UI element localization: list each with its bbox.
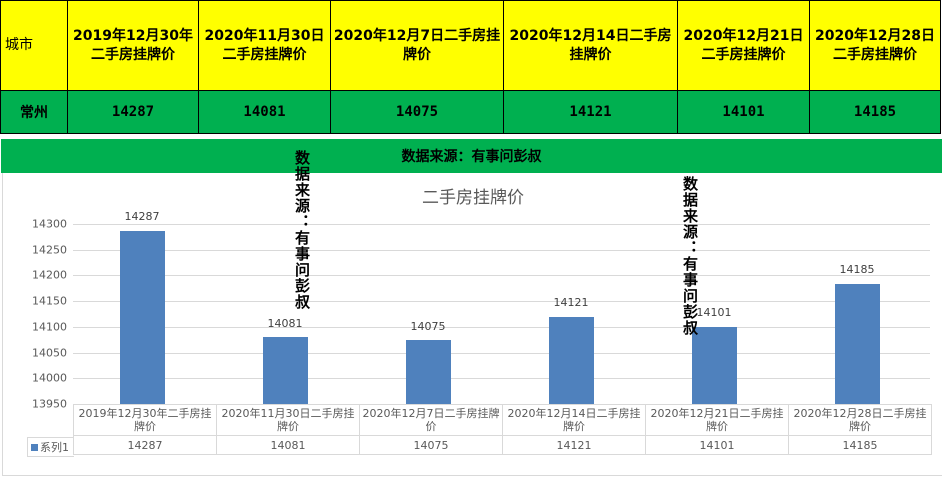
bar-4[interactable] [549, 317, 594, 404]
price-table: 城市 2019年12月30年二手房挂牌价 2020年11月30日二手房挂牌价 2… [0, 0, 941, 134]
y-tick: 14200 [32, 268, 67, 282]
chart-title: 二手房挂牌价 [422, 188, 524, 208]
watermark-vertical-1: 数据来源：有事问彭叔 [293, 150, 311, 310]
cell-value-2[interactable]: 14081 [198, 90, 331, 134]
category-label-2: 2020年11月30日二手房挂牌价 [216, 404, 360, 436]
gridline [73, 275, 930, 276]
y-tick: 14050 [32, 346, 67, 360]
series-value-2: 14081 [216, 435, 360, 455]
category-label-1: 2019年12月30年二手房挂牌价 [73, 404, 217, 436]
category-row: 2019年12月30年二手房挂牌价 2020年11月30日二手房挂牌价 2020… [73, 404, 932, 436]
gridline [73, 327, 930, 328]
cell-value-4[interactable]: 14121 [503, 90, 678, 134]
category-label-3: 2020年12月7日二手房挂牌价 [359, 404, 503, 436]
y-tick: 14100 [32, 320, 67, 334]
category-label-5: 2020年12月21日二手房挂牌价 [645, 404, 789, 436]
cell-value-3[interactable]: 14075 [330, 90, 504, 134]
gridline [73, 353, 930, 354]
bar-2[interactable] [263, 337, 308, 404]
header-date-5[interactable]: 2020年12月21日二手房挂牌价 [677, 0, 810, 91]
y-tick: 14000 [32, 371, 67, 385]
bar-1[interactable] [120, 231, 165, 404]
series-row: 14287 14081 14075 14121 14101 14185 [73, 435, 932, 455]
legend-swatch-icon [31, 443, 38, 451]
header-date-3[interactable]: 2020年12月7日二手房挂牌价 [330, 0, 504, 91]
series-value-3: 14075 [359, 435, 503, 455]
data-label-5: 14101 [696, 306, 732, 319]
series-value-4: 14121 [502, 435, 646, 455]
series-value-1: 14287 [73, 435, 217, 455]
category-label-4: 2020年12月14日二手房挂牌价 [502, 404, 646, 436]
gridline [73, 250, 930, 251]
legend-label: 系列1 [40, 441, 69, 454]
legend[interactable]: 系列1 [27, 437, 74, 457]
y-tick: 14150 [32, 294, 67, 308]
data-source-banner[interactable]: 数据来源：有事问彭叔 [1, 139, 942, 173]
cell-city[interactable]: 常州 [0, 90, 68, 134]
sheet-gridline [2, 475, 942, 480]
bar-3[interactable] [406, 340, 451, 404]
header-date-2[interactable]: 2020年11月30日二手房挂牌价 [198, 0, 331, 91]
header-date-1[interactable]: 2019年12月30年二手房挂牌价 [67, 0, 199, 91]
data-source-text: 数据来源：有事问彭叔 [401, 149, 542, 165]
bar-5[interactable] [692, 327, 737, 404]
data-label-3: 14075 [410, 320, 446, 333]
chart-data-table: 2019年12月30年二手房挂牌价 2020年11月30日二手房挂牌价 2020… [73, 404, 932, 455]
cell-value-1[interactable]: 14287 [67, 90, 199, 134]
table-header-row: 城市 2019年12月30年二手房挂牌价 2020年11月30日二手房挂牌价 2… [0, 0, 941, 91]
gridline [73, 378, 930, 379]
data-label-6: 14185 [839, 263, 875, 276]
y-tick: 14300 [32, 217, 67, 231]
header-city[interactable]: 城市 [0, 0, 68, 91]
header-date-6[interactable]: 2020年12月28日二手房挂牌价 [809, 0, 941, 91]
bar-6[interactable] [835, 284, 880, 404]
gridline [73, 301, 930, 302]
series-value-6: 14185 [788, 435, 932, 455]
table-row: 常州 14287 14081 14075 14121 14101 14185 [0, 90, 941, 134]
header-date-4[interactable]: 2020年12月14日二手房挂牌价 [503, 0, 678, 91]
cell-value-6[interactable]: 14185 [809, 90, 941, 134]
series-value-5: 14101 [645, 435, 789, 455]
data-label-2: 14081 [267, 317, 303, 330]
cell-value-5[interactable]: 14101 [677, 90, 810, 134]
gridline [73, 224, 930, 225]
data-label-1: 14287 [124, 210, 160, 223]
y-tick: 13950 [32, 397, 67, 411]
bar-chart[interactable]: 二手房挂牌价 14300 14250 14200 14150 14100 140… [2, 173, 942, 475]
y-tick: 14250 [32, 243, 67, 257]
data-label-4: 14121 [553, 296, 589, 309]
category-label-6: 2020年12月28日二手房挂牌价 [788, 404, 932, 436]
watermark-vertical-2: 数据来源：有事问彭叔 [681, 176, 699, 336]
